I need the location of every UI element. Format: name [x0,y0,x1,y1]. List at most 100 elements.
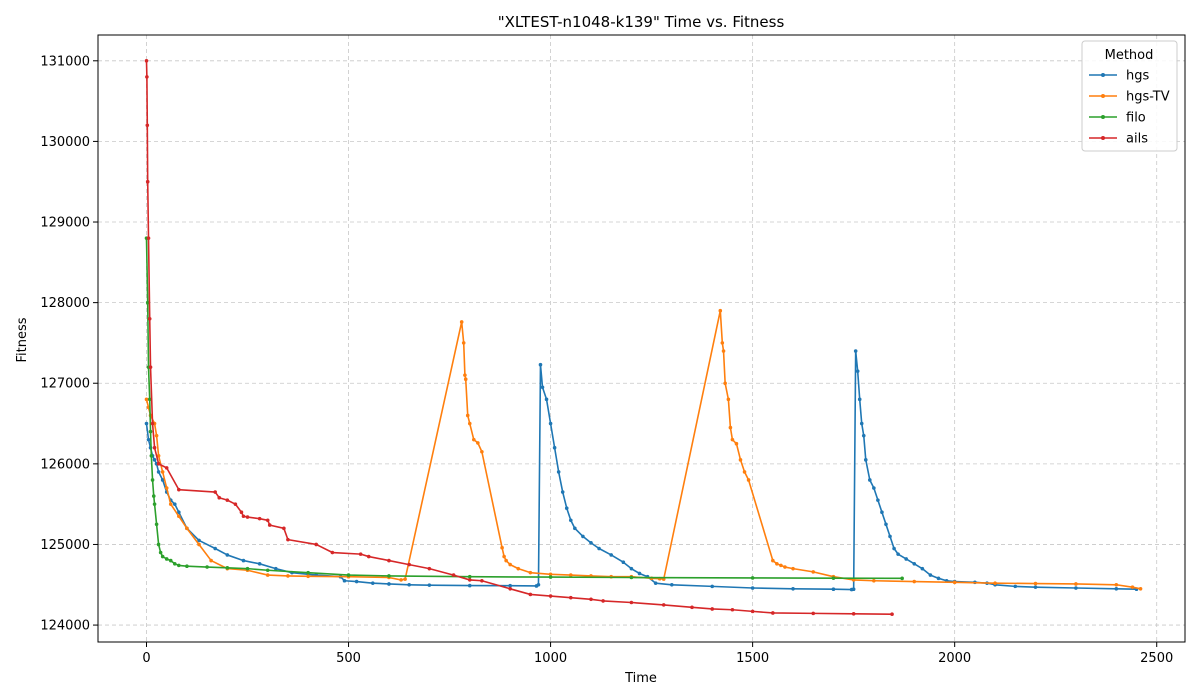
data-point [156,462,161,466]
legend-item-hgs-TV: hgs-TV [1089,90,1170,105]
data-point [831,576,836,580]
series-ails [144,59,894,616]
data-point [738,458,743,462]
data-point [354,579,359,584]
data-point [158,550,163,555]
data-point [540,385,545,390]
data-point [742,470,747,474]
data-point [568,518,573,523]
y-tick-label: 128000 [40,296,90,311]
data-point [399,578,403,582]
data-point [480,578,484,583]
data-point [156,470,161,474]
data-point [508,587,512,591]
plot-frame [97,34,1186,643]
data-point [156,453,161,458]
legend-item-filo: filo [1089,111,1146,126]
data-point [528,570,533,575]
data-point [629,566,634,571]
data-point [265,518,270,523]
data-point [480,449,484,454]
data-point [851,587,856,591]
data-point [502,554,506,559]
data-point [811,611,816,616]
y-tick-label: 131000 [40,54,90,69]
data-point [710,607,715,611]
data-point [225,498,230,502]
data-point [589,597,593,602]
data-point [552,445,557,450]
data-point [149,453,154,458]
data-point [890,612,894,616]
data-point [621,560,626,564]
series-line-ails [145,60,893,615]
data-point [690,605,694,610]
data-point [463,377,468,382]
data-point [459,320,464,324]
data-point [164,466,169,470]
legend-title: Method [1105,48,1154,63]
data-point [500,545,504,550]
data-point [177,487,181,492]
data-point [267,523,272,527]
data-point [342,578,347,583]
data-point [750,576,755,580]
data-point [548,594,553,598]
data-point [145,123,150,128]
data-point [465,413,470,418]
data-point [358,552,363,556]
data-point [257,516,262,521]
data-point [710,584,715,589]
data-point [720,341,725,345]
data-point [730,607,735,612]
data-point [629,575,634,580]
data-point [152,458,157,462]
data-point [213,546,217,551]
data-point [637,571,642,576]
data-point [282,526,286,531]
data-point [265,568,270,573]
data-point [811,570,816,574]
data-point [661,603,666,607]
data-point [746,478,751,482]
data-point [164,557,169,561]
data-point [168,502,173,506]
data-point [728,425,733,430]
data-point [145,300,150,305]
data-point [653,581,658,585]
data-point [145,179,150,184]
data-point [265,573,270,577]
data-point [1114,587,1119,591]
data-point [936,576,941,581]
y-axis-label: Fitness [15,317,30,362]
data-point [851,578,856,582]
x-tick-label: 1000 [534,651,567,666]
y-tick-label: 130000 [40,135,90,150]
data-point [185,564,189,569]
data-point [771,558,775,563]
data-point [148,429,153,434]
data-point [880,510,884,515]
data-point [920,566,925,571]
data-point [775,562,779,566]
data-point [286,537,290,542]
data-point [172,562,177,566]
data-point [1033,585,1038,589]
data-point [872,486,876,490]
data-point [568,573,573,577]
data-point [928,573,933,577]
data-point [346,573,351,577]
data-point [560,490,565,494]
data-point [726,397,731,402]
data-point [912,562,917,566]
legend-item-hgs: hgs [1089,69,1149,84]
data-point [387,574,391,578]
data-point [884,522,888,527]
axis-ticks: 0 500 1000 1500 2000 2500 124000 125000 126000 12… [40,54,1173,666]
data-point [152,445,157,450]
data-point [573,526,577,531]
data-point [366,554,371,559]
legend-swatch-marker [1101,73,1105,77]
x-tick-label: 0 [142,651,150,666]
